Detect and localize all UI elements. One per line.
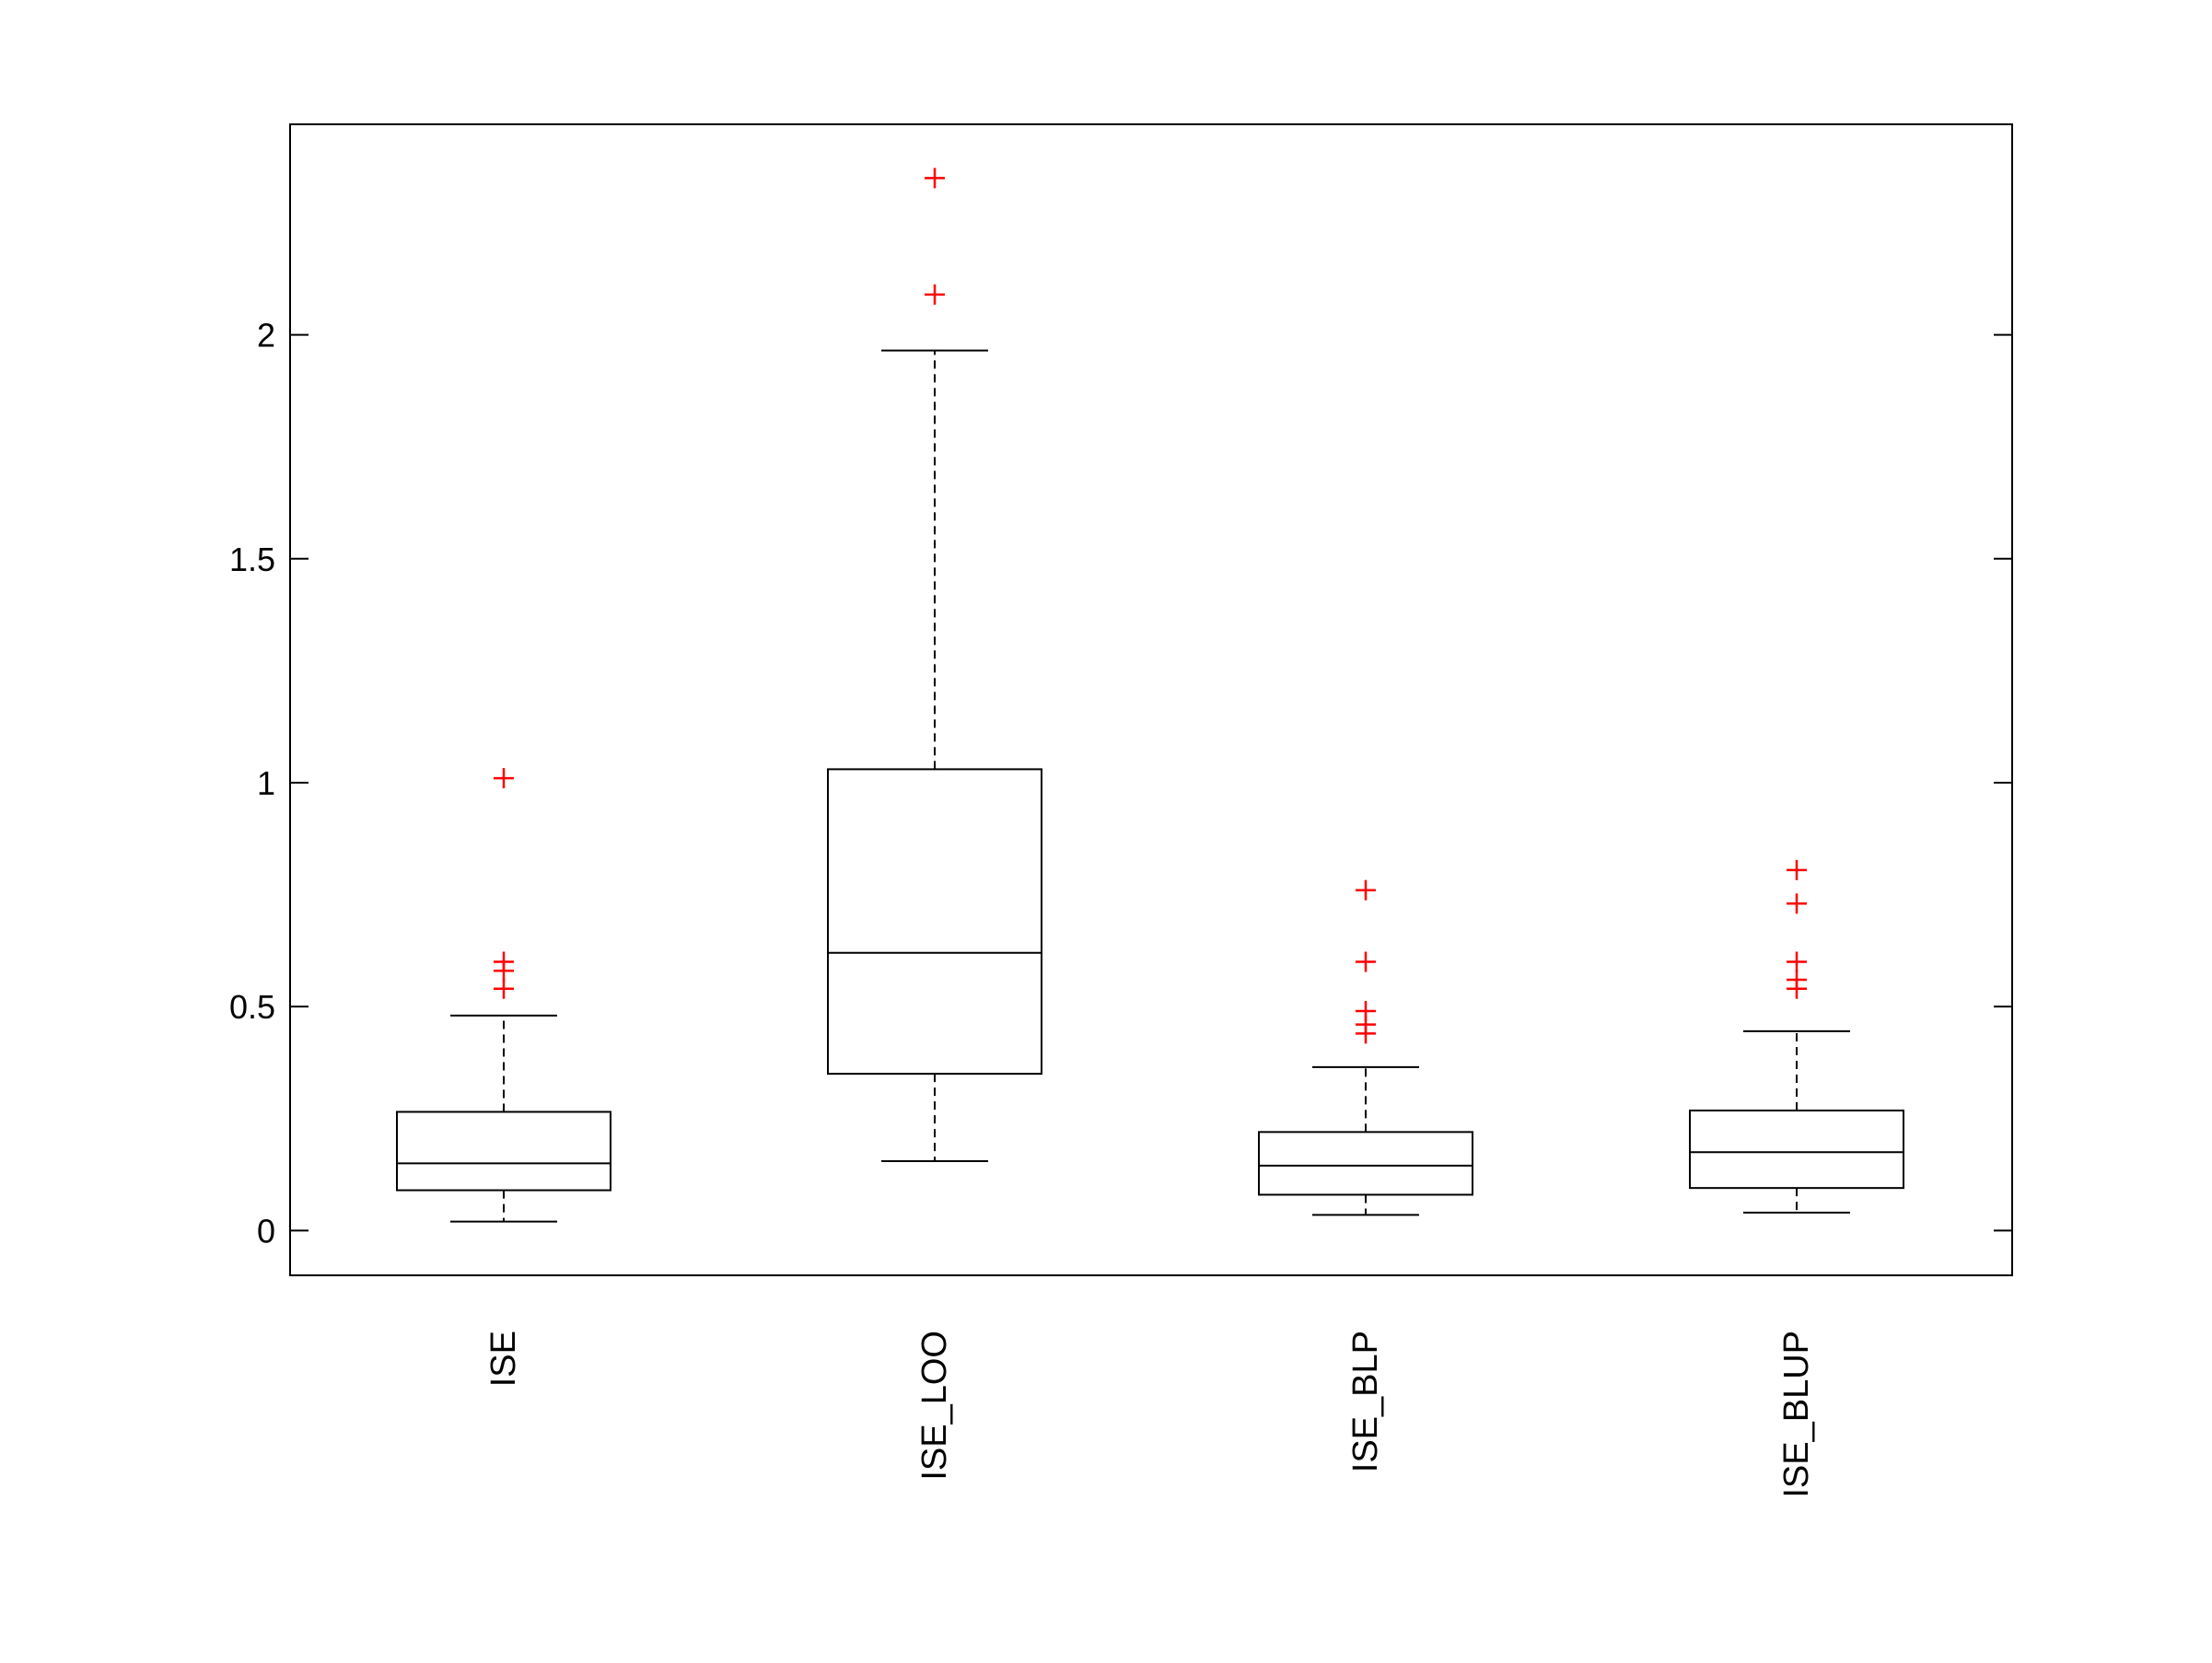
iqr-box — [396, 1111, 611, 1192]
y-tick-label: 0 — [257, 1212, 275, 1250]
outlier-marker — [1356, 879, 1376, 901]
outlier-marker — [925, 168, 945, 189]
x-tick-label: ISE_BLUP — [1777, 1331, 1816, 1498]
outlier-marker — [1356, 951, 1376, 972]
x-tick-label: ISE — [484, 1331, 523, 1387]
outlier-marker — [494, 951, 514, 972]
x-tick-label: ISE_BLP — [1346, 1331, 1385, 1472]
plot-area-frame — [289, 123, 2013, 1276]
box-ise-blup — [1689, 859, 1904, 1214]
y-ticks: 0 0.5 1 1.5 2 — [229, 317, 2012, 1250]
outlier-marker — [1787, 893, 1807, 914]
y-tick-label: 2 — [257, 317, 275, 355]
y-tick-label: 0.5 — [229, 988, 275, 1026]
outlier-marker — [1356, 1001, 1376, 1022]
y-tick-label: 1.5 — [229, 541, 275, 578]
box-ise-blp — [1258, 879, 1473, 1216]
x-tick-label: ISE_LOO — [915, 1331, 954, 1481]
outlier-marker — [925, 284, 945, 305]
outlier-marker — [494, 978, 514, 999]
iqr-box — [827, 768, 1042, 1076]
iqr-box — [1258, 1131, 1473, 1196]
outlier-marker — [1787, 951, 1807, 972]
boxes — [396, 168, 1904, 1223]
box-ise-loo — [827, 168, 1042, 1162]
box-ise — [396, 768, 611, 1223]
y-tick-label: 1 — [257, 764, 275, 802]
x-tick-labels: ISE ISE_LOO ISE_BLP ISE_BLUP — [484, 1331, 1816, 1498]
outlier-marker — [1787, 969, 1807, 990]
outlier-marker — [1787, 859, 1807, 880]
outlier-marker — [494, 768, 514, 789]
iqr-box — [1689, 1110, 1904, 1190]
